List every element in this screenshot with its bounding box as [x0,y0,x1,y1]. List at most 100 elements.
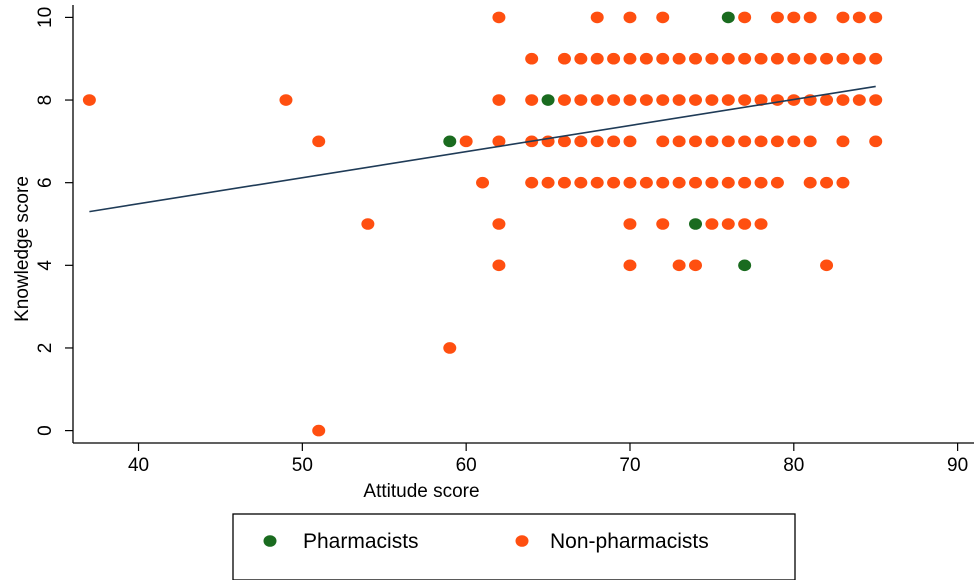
non-pharmacists-point [82,94,96,106]
non-pharmacists-point [754,52,768,65]
non-pharmacists-point [639,176,653,189]
non-pharmacists-point [820,52,834,65]
non-pharmacists-point [836,94,850,106]
non-pharmacists-point [754,135,768,148]
non-pharmacists-point [689,52,703,65]
non-pharmacists-point [869,11,883,24]
non-pharmacists-point [754,176,768,189]
non-pharmacists-point [607,135,621,148]
legend-label: Non-pharmacists [550,530,709,553]
y-tick-label: 2 [35,343,56,354]
y-tick-label: 4 [35,260,56,271]
non-pharmacists-point [770,11,784,24]
non-pharmacists-point [738,135,752,148]
non-pharmacists-point [770,52,784,65]
non-pharmacists-point [689,259,703,272]
non-pharmacists-point [574,52,588,65]
non-pharmacists-point [721,176,735,189]
non-pharmacists-point [574,176,588,189]
non-pharmacists-point [639,94,653,106]
non-pharmacists-point [557,135,571,148]
x-tick-label: 60 [456,455,477,476]
non-pharmacists-point [705,135,719,148]
non-pharmacists-point [557,52,571,65]
non-pharmacists-point [754,218,768,230]
legend-marker [515,535,529,547]
non-pharmacists-point [738,218,752,230]
points-layer [82,11,883,437]
non-pharmacists-point [623,176,637,189]
non-pharmacists-point [836,11,850,24]
non-pharmacists-point [656,176,670,189]
non-pharmacists-point [705,52,719,65]
non-pharmacists-point [672,176,686,189]
legend-box [232,513,796,580]
non-pharmacists-point [738,176,752,189]
non-pharmacists-point [525,52,539,65]
non-pharmacists-point [492,94,506,106]
non-pharmacists-point [525,176,539,189]
non-pharmacists-point [869,94,883,106]
non-pharmacists-point [672,259,686,272]
non-pharmacists-point [623,11,637,24]
non-pharmacists-point [738,11,752,24]
non-pharmacists-point [852,11,866,24]
non-pharmacists-point [836,176,850,189]
non-pharmacists-point [721,135,735,148]
x-tick-label: 50 [292,455,313,476]
non-pharmacists-point [705,94,719,106]
non-pharmacists-point [705,218,719,230]
non-pharmacists-point [852,52,866,65]
non-pharmacists-point [623,94,637,106]
non-pharmacists-point [590,135,604,148]
non-pharmacists-point [869,135,883,148]
non-pharmacists-point [623,259,637,272]
non-pharmacists-point [721,52,735,65]
legend-label: Pharmacists [303,530,419,553]
non-pharmacists-point [492,135,506,148]
non-pharmacists-point [492,259,506,272]
non-pharmacists-point [754,94,768,106]
non-pharmacists-point [689,94,703,106]
non-pharmacists-point [803,135,817,148]
non-pharmacists-point [672,94,686,106]
x-tick-label: 90 [947,455,968,476]
non-pharmacists-point [820,94,834,106]
non-pharmacists-point [312,135,326,148]
non-pharmacists-point [574,135,588,148]
non-pharmacists-point [787,52,801,65]
pharmacists-point [443,135,457,148]
pharmacists-point [689,218,703,230]
non-pharmacists-point [607,52,621,65]
non-pharmacists-point [590,94,604,106]
non-pharmacists-point [869,52,883,65]
x-axis-title: Attitude score [363,481,479,502]
non-pharmacists-point [705,176,719,189]
non-pharmacists-point [803,176,817,189]
non-pharmacists-point [820,176,834,189]
non-pharmacists-point [590,52,604,65]
non-pharmacists-point [689,176,703,189]
pharmacists-point [721,11,735,24]
y-tick-label: 0 [35,425,56,436]
non-pharmacists-point [492,11,506,24]
fit-line-layer [89,85,876,213]
non-pharmacists-point [738,94,752,106]
non-pharmacists-point [787,135,801,148]
non-pharmacists-point [476,176,490,189]
non-pharmacists-point [590,176,604,189]
y-tick-label: 6 [35,177,56,188]
x-axis: 40 50 60 70 80 90 [128,443,968,476]
non-pharmacists-point [836,135,850,148]
non-pharmacists-point [689,135,703,148]
non-pharmacists-point [836,52,850,65]
non-pharmacists-point [672,52,686,65]
legend-marker [263,535,277,547]
non-pharmacists-point [525,94,539,106]
non-pharmacists-point [803,52,817,65]
non-pharmacists-point [557,94,571,106]
non-pharmacists-point [557,176,571,189]
y-axis: 0 2 4 6 8 10 [35,7,73,436]
non-pharmacists-point [820,259,834,272]
